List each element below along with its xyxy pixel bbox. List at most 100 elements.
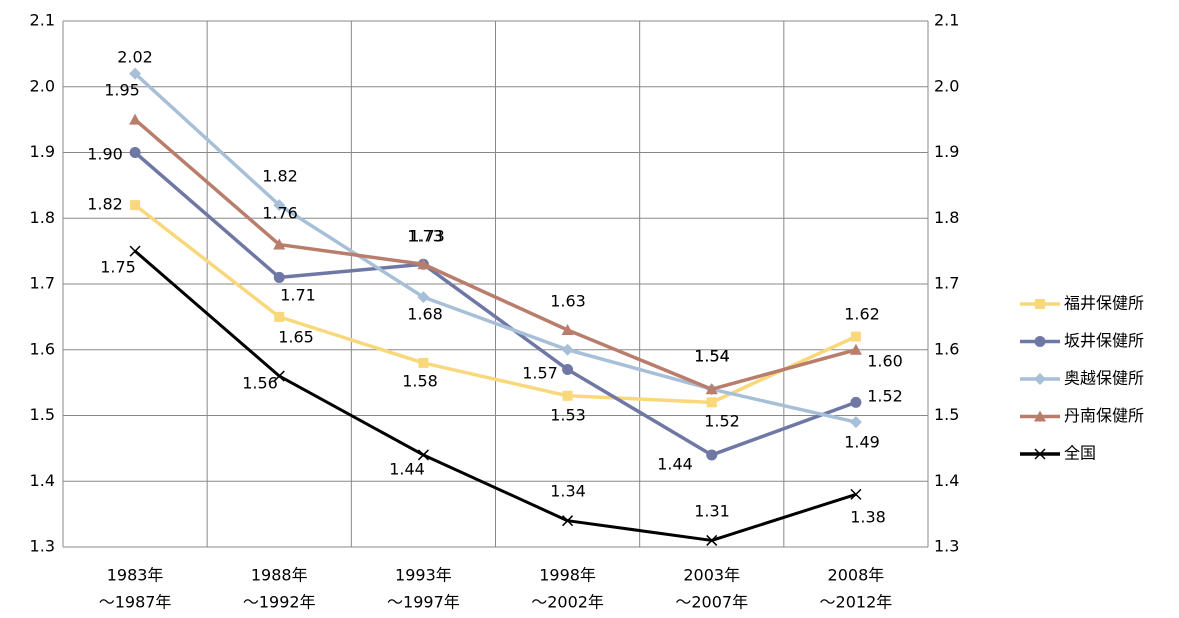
marker [850, 488, 862, 500]
legend-marker [1034, 373, 1046, 385]
legend-label: 全国 [1064, 444, 1096, 463]
legend-marker [1034, 336, 1046, 347]
x-tick-label: 1993年 [395, 566, 452, 585]
series-line [133, 72, 857, 424]
marker [562, 390, 573, 401]
x-tick-label: ～1992年 [243, 593, 316, 612]
series [129, 245, 862, 546]
y-tick-label-right: 1.7 [934, 274, 959, 293]
marker [561, 343, 574, 356]
data-label: 1.63 [550, 292, 586, 311]
y-tick-label-right: 1.5 [934, 405, 959, 424]
legend-label: 奥越保健所 [1064, 369, 1144, 388]
series-line [133, 151, 857, 457]
y-tick-label: 1.4 [30, 471, 55, 490]
y-tick-label: 1.7 [30, 274, 55, 293]
y-tick-label: 1.5 [30, 405, 55, 424]
marker [273, 199, 286, 212]
data-label: 1.73 [407, 227, 443, 246]
marker [129, 67, 142, 80]
y-tick-label: 1.6 [30, 339, 55, 358]
x-tick-label: ～2002年 [531, 593, 604, 612]
marker [706, 397, 717, 408]
x-tick-label: ～1997年 [387, 593, 460, 612]
marker [850, 331, 861, 342]
data-label: 1.49 [844, 433, 880, 452]
marker [129, 113, 142, 125]
y-tick-label: 1.9 [30, 142, 55, 161]
marker [129, 147, 141, 158]
marker [850, 396, 862, 408]
data-label: 1.57 [522, 364, 558, 383]
x-tick-label: ～1987年 [99, 593, 172, 612]
y-tick-label: 2.1 [30, 11, 55, 30]
data-label: 1.53 [550, 406, 586, 425]
series [129, 113, 862, 395]
data-label: 1.82 [87, 195, 123, 214]
y-tick-label: 2.0 [30, 76, 55, 95]
x-tick-label: 2003年 [683, 566, 740, 585]
x-tick-label: 1983年 [107, 566, 164, 585]
y-tick-label-right: 1.4 [934, 471, 959, 490]
y-tick-label-right: 1.6 [934, 339, 959, 358]
marker [849, 343, 862, 355]
data-label: 1.65 [278, 328, 314, 347]
y-tick-label-right: 1.3 [934, 537, 959, 556]
marker [273, 271, 285, 283]
data-label: 1.68 [407, 305, 443, 324]
data-label: 1.34 [550, 482, 586, 501]
data-label: 1.52 [867, 387, 903, 406]
data-label: 1.52 [704, 412, 740, 431]
series [130, 200, 861, 408]
series-line [134, 203, 857, 405]
data-label: 1.56 [242, 374, 278, 393]
marker [706, 449, 718, 461]
data-label: 1.44 [389, 460, 425, 479]
x-tick-label: ～2007年 [675, 593, 748, 612]
y-tick-label: 1.3 [30, 537, 55, 556]
marker [561, 324, 574, 336]
x-tick-label: 1998年 [539, 566, 596, 585]
marker [417, 449, 429, 461]
data-label: 1.31 [694, 502, 730, 521]
marker [418, 357, 429, 368]
legend-label: 坂井保健所 [1064, 331, 1144, 350]
data-label: 1.75 [100, 258, 136, 277]
series-line [133, 118, 857, 391]
data-label: 1.44 [657, 455, 693, 474]
legend-marker [1034, 410, 1046, 422]
x-tick-label: 1988年 [251, 566, 308, 585]
y-tick-label-right: 2.0 [934, 76, 959, 95]
data-label: 1.82 [262, 167, 298, 186]
legend-label: 福井保健所 [1064, 294, 1144, 313]
x-tick-label: 2008年 [828, 566, 885, 585]
marker [273, 370, 285, 382]
marker [129, 245, 141, 257]
data-label: 1.60 [867, 352, 903, 371]
legend-marker [1035, 299, 1045, 309]
marker [706, 534, 718, 546]
marker [274, 311, 285, 322]
data-label: 1.38 [850, 508, 886, 527]
series-line [134, 249, 857, 542]
y-tick-label-right: 2.1 [934, 11, 959, 30]
marker [849, 416, 862, 429]
marker [562, 363, 574, 375]
marker [417, 291, 430, 304]
marker [417, 258, 430, 270]
legend-label: 丹南保健所 [1064, 406, 1144, 425]
y-tick-label: 1.8 [30, 208, 55, 227]
marker [273, 238, 286, 250]
data-label: 1.62 [844, 305, 880, 324]
data-label: 1.73 [409, 227, 445, 246]
marker [562, 515, 574, 527]
data-label: 1.95 [104, 81, 140, 100]
data-label: 2.02 [117, 48, 153, 67]
x-tick-label: ～2012年 [820, 593, 893, 612]
data-label: 1.54 [694, 347, 730, 366]
y-tick-label-right: 1.9 [934, 142, 959, 161]
y-tick-label-right: 1.8 [934, 208, 959, 227]
data-label: 1.76 [262, 204, 298, 223]
data-label: 1.90 [87, 145, 123, 164]
